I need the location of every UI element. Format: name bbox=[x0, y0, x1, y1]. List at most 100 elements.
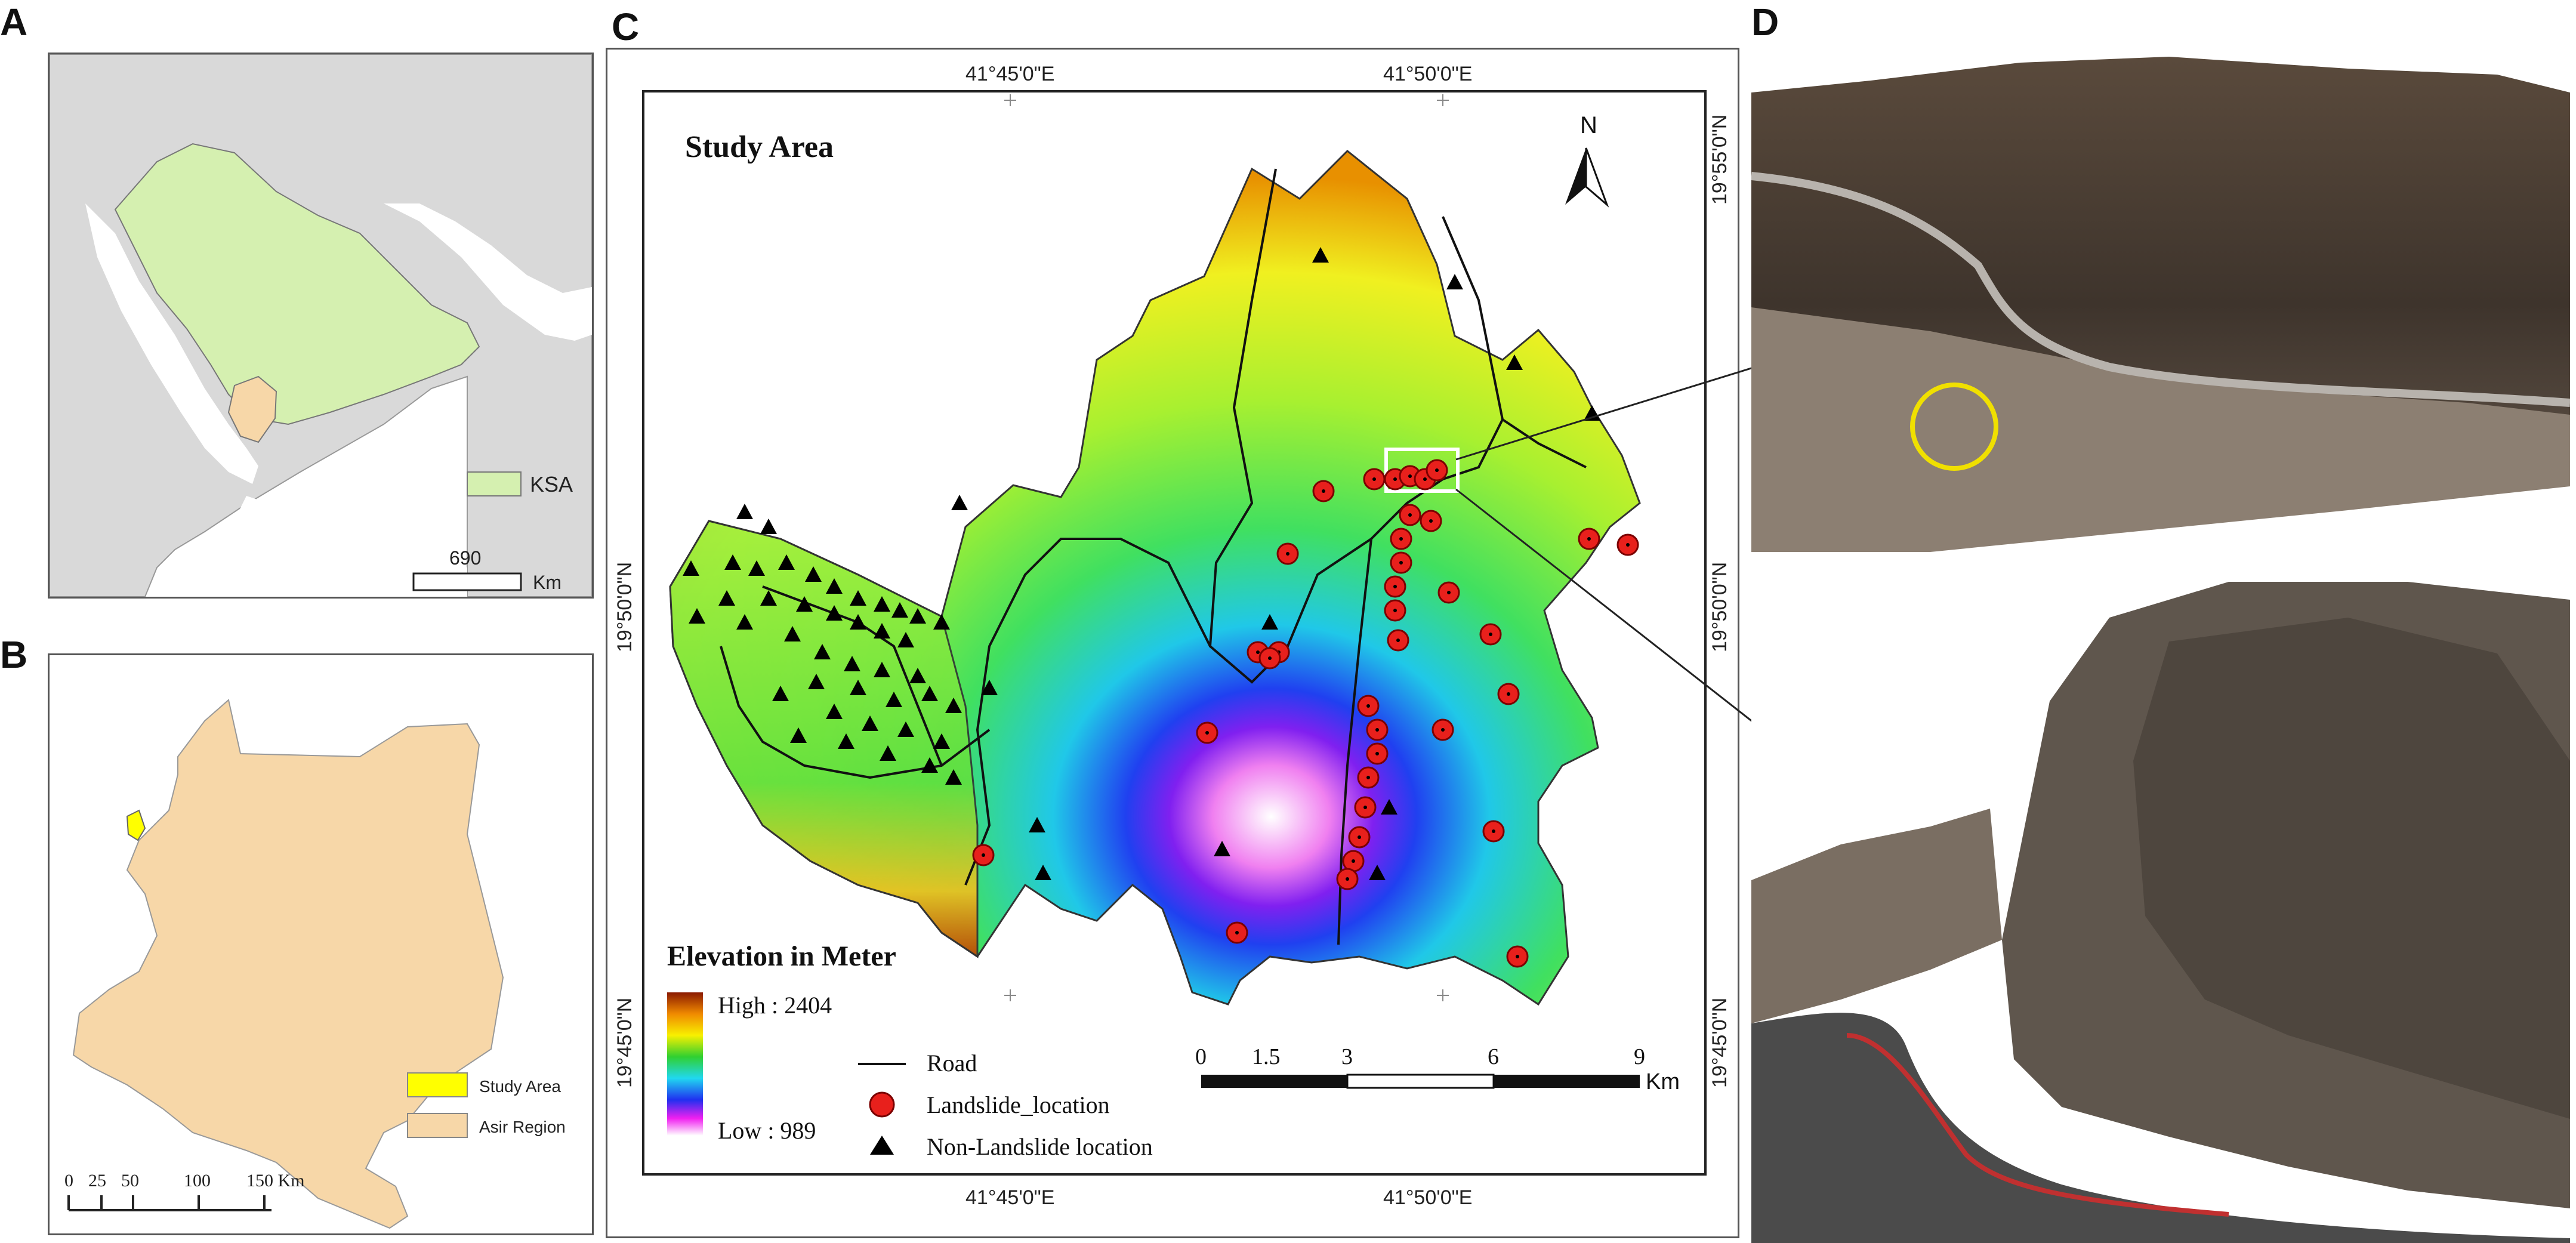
landslide-marker-dot bbox=[1492, 829, 1495, 833]
lat-label-right-1: 19°55'0"N bbox=[1708, 115, 1731, 205]
panel-label-b: B bbox=[0, 633, 28, 676]
legend-road-label: Road bbox=[927, 1050, 977, 1077]
panel-a-locator-map: KSA 690 Km bbox=[48, 53, 594, 599]
landslide-marker-dot bbox=[1358, 835, 1361, 839]
scale-tick-50: 50 bbox=[121, 1171, 139, 1190]
map-title: Study Area bbox=[685, 130, 834, 164]
non-landslide-marker bbox=[814, 644, 831, 659]
landslide-marker-dot bbox=[1399, 537, 1403, 541]
landslide-marker-dot bbox=[1366, 776, 1370, 779]
landslide-marker-dot bbox=[1372, 477, 1376, 481]
non-landslide-marker bbox=[683, 560, 699, 576]
non-landslide-marker bbox=[760, 590, 777, 606]
panel-c-map-svg: 41°45'0"E 41°50'0"E 41°45'0"E 41°50'0"E … bbox=[613, 63, 1731, 1209]
non-landslide-marker bbox=[850, 614, 866, 630]
panel-label-d: D bbox=[1751, 1, 1779, 44]
landslide-marker-dot bbox=[1507, 692, 1510, 696]
non-landslide-marker bbox=[826, 578, 843, 594]
legend-landslide-marker bbox=[869, 1091, 895, 1118]
landslide-marker-dot bbox=[1393, 477, 1397, 481]
landslide-marker-dot bbox=[1516, 955, 1519, 958]
non-landslide-marker bbox=[1312, 247, 1329, 263]
non-landslide-marker bbox=[850, 590, 866, 606]
lon-label-top-1: 41°45'0"E bbox=[965, 63, 1054, 85]
non-landslide-marker bbox=[897, 632, 914, 647]
persian-gulf bbox=[384, 203, 592, 341]
scale-bar-c: 0 1.5 3 6 9 Km bbox=[1195, 1044, 1680, 1094]
hill-left bbox=[1751, 809, 2002, 1023]
elevation-color-ramp bbox=[667, 992, 703, 1136]
non-landslide-points bbox=[683, 247, 1600, 880]
panel-e-photo bbox=[1751, 582, 2570, 1243]
landslide-marker-dot bbox=[1435, 468, 1439, 472]
valley-floor bbox=[1751, 307, 2570, 552]
non-landslide-marker bbox=[891, 602, 908, 618]
non-landslide-marker bbox=[945, 698, 962, 713]
non-landslide-marker bbox=[897, 721, 914, 737]
inset-highlight-box bbox=[1384, 448, 1460, 493]
landslide-marker-dot bbox=[1393, 609, 1397, 612]
panel-b-map-svg: Study Area Asir Region 0 25 50 100 150 K… bbox=[64, 699, 566, 1229]
legend-nonlandslide-marker bbox=[870, 1136, 894, 1155]
road-d bbox=[1751, 172, 2570, 407]
legend-study-area-label: Study Area bbox=[479, 1077, 561, 1096]
landslide-marker-dot bbox=[1363, 806, 1367, 809]
non-landslide-marker bbox=[724, 554, 741, 570]
legend-landslide-label: Landslide_location bbox=[927, 1091, 1110, 1118]
non-landslide-marker bbox=[796, 596, 813, 612]
non-landslide-marker bbox=[778, 554, 795, 570]
lon-label-top-2: 41°50'0"E bbox=[1383, 63, 1472, 85]
non-landslide-marker bbox=[933, 733, 950, 749]
landslide-marker-dot bbox=[1286, 552, 1289, 556]
landslide-marker-dot bbox=[1322, 489, 1325, 493]
landslide-marker-dot bbox=[1352, 859, 1355, 863]
elevation-low-label: Low : 989 bbox=[718, 1117, 816, 1144]
non-landslide-marker bbox=[736, 504, 753, 519]
landslide-marker-dot bbox=[1626, 543, 1630, 547]
non-landslide-marker bbox=[1369, 865, 1386, 880]
landslide-marker-dot bbox=[1268, 656, 1272, 660]
scalebar-value: 690 bbox=[449, 547, 481, 569]
non-landslide-marker bbox=[838, 733, 854, 749]
non-landslide-marker bbox=[790, 727, 807, 743]
legend-ksa-swatch bbox=[467, 471, 522, 496]
scale-tick-1-5: 1.5 bbox=[1252, 1044, 1281, 1069]
non-landslide-marker bbox=[874, 623, 890, 639]
lat-label-left-1: 19°50'0"N bbox=[613, 562, 636, 652]
red-sea bbox=[85, 203, 258, 484]
legend-ksa-label: KSA bbox=[530, 472, 573, 496]
legend-asir-label: Asir Region bbox=[479, 1118, 566, 1136]
non-landslide-marker bbox=[805, 566, 822, 582]
scale-bar-b: 0 25 50 100 150 Km bbox=[64, 1171, 305, 1211]
non-landslide-marker bbox=[1446, 274, 1463, 289]
scale-tick-25: 25 bbox=[88, 1171, 106, 1190]
scale-tick-6: 6 bbox=[1488, 1044, 1499, 1069]
north-arrow-label: N bbox=[1580, 112, 1597, 138]
lon-label-bottom-2: 41°50'0"E bbox=[1383, 1186, 1472, 1209]
non-landslide-marker bbox=[784, 626, 801, 641]
landslide-marker-dot bbox=[1375, 728, 1379, 732]
panel-c-study-area-map: 41°45'0"E 41°50'0"E 41°45'0"E 41°50'0"E … bbox=[606, 48, 1739, 1238]
landslide-marker-dot bbox=[1429, 519, 1433, 523]
non-landslide-marker bbox=[808, 674, 825, 689]
cliff-shade bbox=[2133, 618, 2570, 1119]
scale-tick-0: 0 bbox=[64, 1171, 73, 1190]
asir-region-outline bbox=[72, 699, 504, 1229]
non-landslide-marker bbox=[951, 495, 968, 510]
non-landslide-marker bbox=[1029, 817, 1045, 832]
non-landslide-marker bbox=[844, 656, 860, 671]
non-landslide-marker bbox=[880, 745, 896, 761]
landslide-marker-dot bbox=[1447, 591, 1451, 594]
ksa-shape bbox=[114, 143, 480, 425]
non-landslide-marker bbox=[760, 519, 777, 534]
scale-tick-150: 150 Km bbox=[246, 1171, 305, 1190]
landslide-marker-dot bbox=[1393, 585, 1397, 588]
landslide-marker-dot bbox=[1375, 752, 1379, 755]
landslide-marker-dot bbox=[1423, 477, 1427, 481]
non-landslide-marker bbox=[909, 608, 926, 624]
landslide-marker-dot bbox=[1366, 704, 1370, 708]
landslide-marker-dot bbox=[1346, 877, 1349, 881]
asir-region-shape bbox=[227, 375, 277, 443]
non-landslide-marker bbox=[772, 686, 789, 701]
landslide-marker-dot bbox=[1408, 513, 1412, 517]
